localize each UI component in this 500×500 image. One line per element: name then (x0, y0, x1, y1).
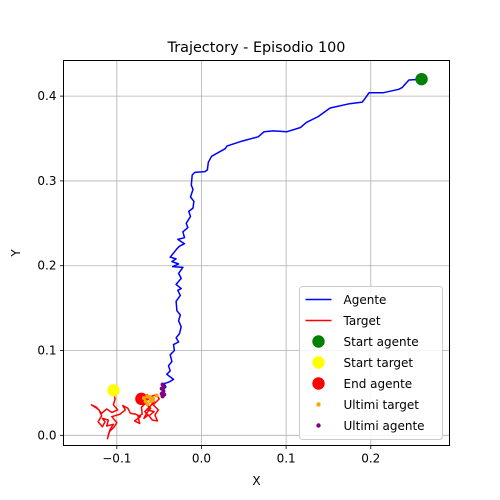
legend-label-agente: Agente (344, 293, 387, 307)
legend-label-start-agente: Start agente (344, 335, 419, 349)
legend-box (299, 286, 443, 440)
legend-swatch-ultimi-target (316, 402, 321, 407)
legend-swatch-start-target (312, 356, 325, 369)
x-tick-label: −0.1 (102, 452, 131, 466)
y-tick-label: 0.4 (37, 89, 56, 103)
point-ultimi-target (143, 399, 148, 404)
legend-swatch-ultimi-agente (316, 423, 321, 428)
legend-label-ultimi-target: Ultimi target (344, 398, 420, 412)
y-tick-label: 0.1 (37, 344, 56, 358)
legend-label-start-target: Start target (344, 356, 414, 370)
legend-swatch-start-agente (312, 335, 325, 348)
grid (63, 60, 450, 446)
point-ultimi-target (147, 395, 152, 400)
point-start-target (107, 384, 120, 397)
x-tick-label: 0.1 (277, 452, 296, 466)
x-axis-label: X (252, 474, 260, 488)
y-axis-label: Y (9, 249, 23, 258)
legend-label-ultimi-agente: Ultimi agente (344, 419, 425, 433)
chart-title: Trajectory - Episodio 100 (167, 40, 346, 56)
plot-area (90, 72, 428, 440)
y-tick-label: 0.0 (37, 428, 56, 442)
point-ultimi-target (154, 393, 159, 398)
point-ultimi-agente (159, 391, 164, 396)
series-line-agente (160, 78, 422, 395)
point-start-agente (415, 72, 428, 86)
plot-frame (63, 60, 450, 446)
legend-label-end-agente: End agente (344, 377, 413, 391)
legend-label-target: Target (343, 314, 381, 328)
point-ultimi-target (150, 398, 155, 403)
x-tick-label: 0.0 (192, 452, 211, 466)
x-tick-label: 0.2 (361, 452, 380, 466)
y-tick-label: 0.2 (37, 259, 56, 273)
axis-ticks: −0.1 0.0 0.1 0.2 0.0 0.1 0.2 0.3 0.4 (37, 89, 380, 465)
legend-swatch-end-agente (312, 377, 325, 390)
legend: Agente Target Start agente Start target End … (299, 286, 443, 440)
point-ultimi-target (141, 396, 146, 401)
y-tick-label: 0.3 (37, 174, 56, 188)
point-ultimi-agente (160, 382, 165, 387)
